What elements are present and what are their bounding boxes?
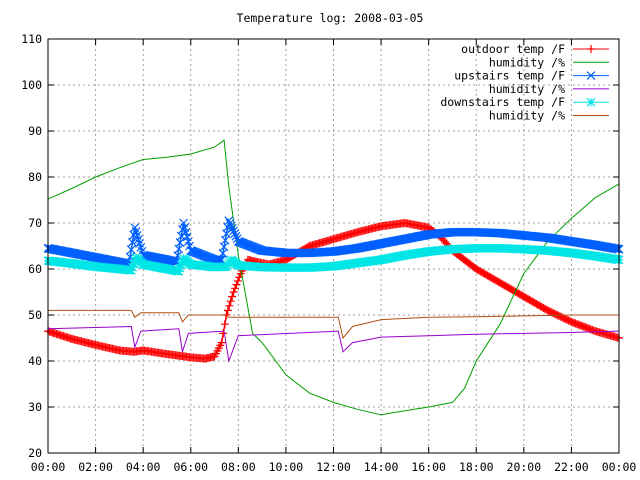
- x-tick-label: 00:00: [602, 460, 637, 474]
- data-point: [219, 329, 228, 338]
- legend-label: humidity /%: [489, 55, 565, 69]
- legend-label: humidity /%: [489, 82, 565, 96]
- data-point: [220, 320, 229, 329]
- series-3: [47, 325, 620, 363]
- data-point: [128, 262, 137, 272]
- y-tick-label: 40: [28, 354, 42, 368]
- x-tick-label: 16:00: [411, 460, 446, 474]
- legend-label: humidity /%: [489, 109, 565, 123]
- data-point: [225, 301, 234, 310]
- y-tick-label: 110: [21, 32, 42, 46]
- data-point: [126, 265, 136, 275]
- legend-marker: [586, 71, 596, 81]
- data-point: [216, 255, 225, 265]
- legend-label: downstairs temp /F: [440, 95, 565, 109]
- data-point: [229, 288, 238, 296]
- x-tick-label: 14:00: [364, 460, 399, 474]
- data-point: [213, 255, 223, 265]
- axes: 00:00 02:00 04:00 06:00 08:00 10:00 12:00 14:00…: [21, 32, 636, 474]
- y-tick-label: 60: [28, 262, 42, 276]
- x-tick-label: 20:00: [507, 460, 542, 474]
- data-point: [174, 266, 184, 276]
- plot-frame: [47, 38, 620, 454]
- data-point: [229, 226, 238, 236]
- x-tick-label: 04:00: [126, 460, 161, 474]
- legend-entry: outdoor temp /F: [461, 42, 609, 56]
- x-tick-label: 08:00: [221, 460, 256, 474]
- x-tick-label: 12:00: [316, 460, 351, 474]
- data-point: [611, 244, 620, 254]
- x-tick-label: 06:00: [173, 460, 208, 474]
- series-line: [48, 309, 619, 340]
- y-tick-label: 80: [28, 170, 42, 184]
- data-point: [233, 276, 242, 285]
- legend-label: upstairs temp /F: [454, 69, 565, 83]
- data-point: [129, 259, 139, 269]
- data-point: [225, 218, 235, 228]
- data-point: [613, 244, 623, 254]
- data-point: [228, 292, 237, 301]
- x-tick-label: 10:00: [269, 460, 304, 474]
- legend-entry: upstairs temp /F: [454, 69, 609, 83]
- plot-series: [43, 139, 624, 416]
- legend-label: outdoor temp /F: [461, 42, 565, 56]
- y-tick-label: 30: [28, 400, 42, 414]
- data-point: [227, 224, 237, 233]
- data-point: [231, 284, 240, 293]
- data-point: [226, 297, 235, 306]
- series-1: [47, 139, 620, 416]
- data-point: [176, 260, 186, 270]
- data-point: [214, 255, 224, 265]
- data-point: [126, 245, 136, 255]
- x-tick-label: 02:00: [78, 460, 113, 474]
- legend-entry: humidity /%: [489, 55, 609, 69]
- data-point: [175, 263, 185, 273]
- legend-entry: humidity /%: [489, 82, 609, 96]
- series-2: [43, 216, 624, 269]
- series-4: [43, 243, 624, 276]
- data-point: [224, 216, 234, 226]
- legend-entry: humidity /%: [489, 109, 609, 123]
- data-point: [232, 280, 241, 289]
- data-point: [217, 338, 226, 347]
- y-tick-label: 70: [28, 216, 42, 230]
- series-line: [47, 325, 620, 363]
- series-line: [47, 139, 620, 416]
- legend-marker: [587, 45, 595, 53]
- data-point: [230, 229, 240, 239]
- data-point: [226, 221, 236, 231]
- y-tick-label: 90: [28, 124, 42, 138]
- legend-marker: [586, 97, 596, 107]
- y-tick-label: 50: [28, 308, 42, 322]
- data-point: [223, 306, 232, 315]
- legend-entry: downstairs temp /F: [440, 95, 609, 109]
- data-point: [168, 256, 178, 266]
- x-tick-label: 22:00: [554, 460, 589, 474]
- chart-title: Temperature log: 2008-03-05: [237, 11, 424, 25]
- x-tick-label: 18:00: [459, 460, 494, 474]
- x-tick-label: 00:00: [31, 460, 66, 474]
- data-point: [128, 237, 137, 247]
- series-5: [48, 309, 619, 340]
- y-tick-label: 20: [28, 446, 42, 460]
- y-tick-label: 100: [21, 78, 42, 92]
